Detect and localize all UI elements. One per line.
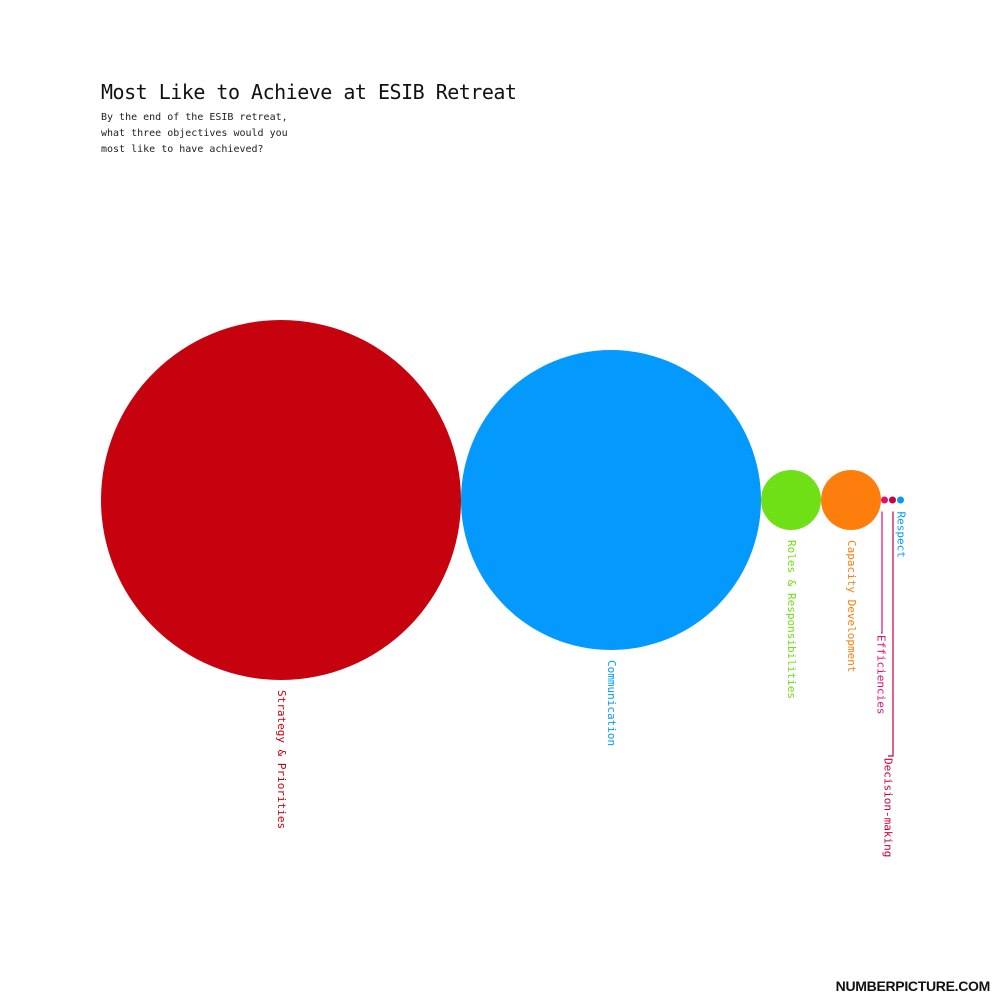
- label-roles-responsibilities: Roles & Responsibilities: [785, 540, 798, 699]
- label-efficiencies: Efficiencies: [875, 635, 888, 714]
- chart-subtitle: By the end of the ESIB retreat, what thr…: [101, 112, 288, 155]
- label-respect: Respect: [895, 512, 908, 558]
- label-strategy-priorities: Strategy & Priorities: [275, 690, 288, 829]
- numberpicture-credit-link[interactable]: NUMBERPICTURE.COM: [835, 978, 991, 994]
- bubble-strategy-priorities[interactable]: [101, 320, 461, 680]
- bubble-decision-making[interactable]: [889, 496, 896, 504]
- leader-line-decision-making: [888, 511, 894, 757]
- bubble-communication[interactable]: [461, 350, 761, 650]
- leader-line-efficiencies: [881, 511, 883, 634]
- bubble-respect[interactable]: [897, 496, 904, 504]
- label-decision-making: Decision-making: [882, 758, 895, 857]
- bubble-capacity-development[interactable]: [821, 470, 881, 530]
- bubble-roles-responsibilities[interactable]: [761, 470, 821, 530]
- chart-title: Most Like to Achieve at ESIB Retreat: [101, 80, 517, 104]
- label-communication: Communication: [605, 660, 618, 746]
- label-capacity-development: Capacity Development: [845, 540, 858, 672]
- bubble-efficiencies[interactable]: [881, 496, 888, 504]
